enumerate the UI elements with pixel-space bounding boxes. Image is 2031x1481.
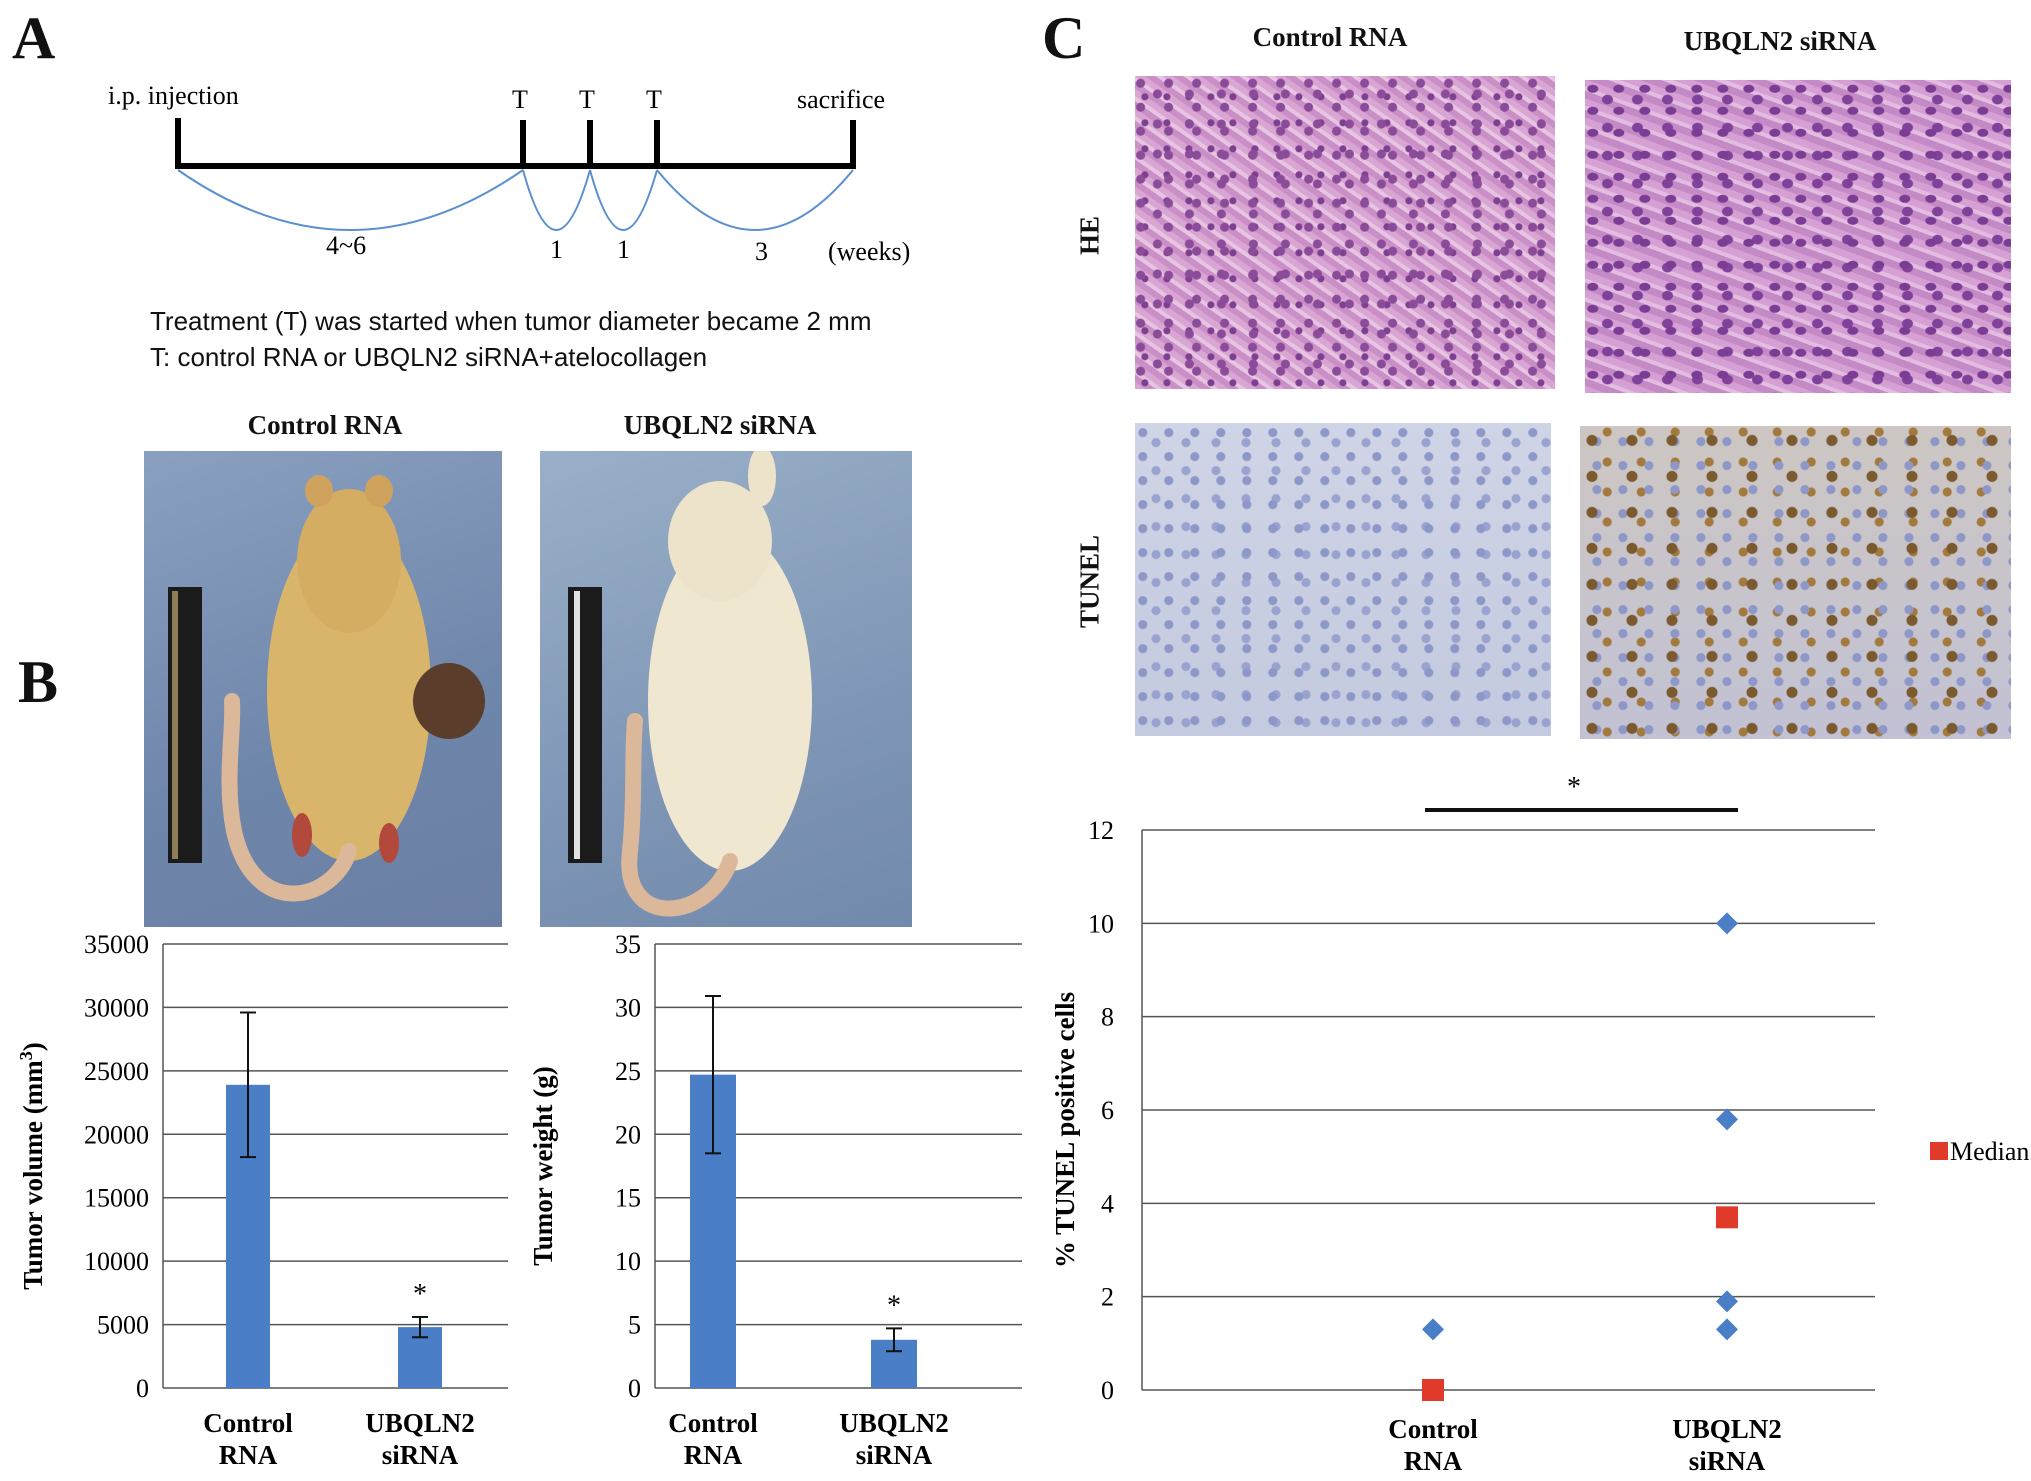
tunel-data-point <box>1422 1318 1444 1341</box>
weight-y-tick-label: 20 <box>615 1120 641 1149</box>
volume-y-axis-label-sup: 3 <box>16 1051 36 1060</box>
sacrifice-label: sacrifice <box>797 85 885 114</box>
interval-label-3: 1 <box>617 235 630 264</box>
weight-y-tick-label: 35 <box>615 930 641 959</box>
tunel-y-tick-label: 4 <box>1101 1189 1114 1218</box>
volume-x-tick-label: siRNA <box>382 1440 459 1470</box>
tunel-data-point <box>1716 912 1738 935</box>
tunel-significance-star: * <box>1567 772 1581 803</box>
interval-label-2: 1 <box>550 235 563 264</box>
interval-arc-4 <box>656 169 854 231</box>
rat-photo-control <box>144 451 502 927</box>
tunel-x-tick-label: UBQLN2 <box>1672 1414 1782 1444</box>
volume-y-tick-label: 20000 <box>84 1120 149 1149</box>
tunel-median-marker <box>1422 1379 1444 1401</box>
he-photo-control <box>1135 76 1555 389</box>
t-label-3: T <box>646 85 662 114</box>
tunel-photo-control <box>1135 423 1551 736</box>
tunel-median-marker <box>1716 1206 1738 1229</box>
weight-x-tick-label: UBQLN2 <box>839 1408 949 1438</box>
weight-y-axis-label: Tumor weight (g) <box>528 1066 558 1266</box>
volume-x-tick-label: Control <box>203 1408 293 1438</box>
photo-c-col-title-sirna: UBQLN2 siRNA <box>1683 26 1877 56</box>
treatment-timeline: i.p. injection T T T sacrifice 4~6 1 1 3… <box>108 81 910 266</box>
interval-label-1: 4~6 <box>326 231 366 260</box>
interval-arc-1 <box>177 169 524 231</box>
weight-y-tick-label: 10 <box>615 1247 641 1276</box>
weeks-unit-label: (weeks) <box>828 237 910 266</box>
rat-control-illustration <box>168 475 485 902</box>
tunel-y-axis-label: % TUNEL positive cells <box>1050 992 1080 1268</box>
panel-a-label: A <box>12 5 56 71</box>
weight-x-tick-label: siRNA <box>856 1440 933 1470</box>
volume-y-tick-label: 15000 <box>84 1184 149 1213</box>
weight-y-tick-label: 25 <box>615 1057 641 1086</box>
weight-significance-star: * <box>887 1290 901 1321</box>
photo-c-col-title-control: Control RNA <box>1252 22 1408 52</box>
tunel-y-tick-label: 10 <box>1088 909 1114 938</box>
tunel-y-tick-label: 12 <box>1088 816 1114 845</box>
weight-x-tick-label: Control <box>668 1408 758 1438</box>
volume-significance-star: * <box>413 1279 427 1310</box>
volume-y-tick-label: 35000 <box>84 930 149 959</box>
tumor-weight-chart: 0 5 10 15 20 25 30 35 Tumor weight (g) ControlRNA… <box>528 930 1022 1470</box>
weight-y-tick-label: 15 <box>615 1184 641 1213</box>
photo-a-right-title: UBQLN2 siRNA <box>623 410 817 440</box>
tunel-y-tick-label: 0 <box>1101 1376 1114 1405</box>
injection-label: i.p. injection <box>108 81 239 110</box>
volume-x-tick-label: RNA <box>219 1440 278 1470</box>
volume-y-tick-label: 30000 <box>84 993 149 1022</box>
volume-x-tick-label: UBQLN2 <box>365 1408 475 1438</box>
panel-b-label: B <box>18 649 59 715</box>
volume-y-axis-label-close: ) <box>18 1042 48 1051</box>
tunel-scatter-chart: 0 2 4 6 8 10 12 % TUNEL positive cells * ControlR… <box>1050 772 2029 1476</box>
tunel-x-tick-label: siRNA <box>1689 1446 1766 1476</box>
volume-y-tick-label: 5000 <box>97 1311 149 1340</box>
tunel-photo-sirna <box>1580 426 2011 739</box>
rat-photo-sirna <box>540 451 912 927</box>
treatment-note-2: T: control RNA or UBQLN2 siRNA+atelocoll… <box>150 342 708 372</box>
t-label-2: T <box>579 85 595 114</box>
interval-arc-3 <box>589 169 658 231</box>
treatment-note-1: Treatment (T) was started when tumor dia… <box>150 306 872 336</box>
tunel-x-tick-label: Control <box>1388 1414 1478 1444</box>
volume-y-tick-label: 25000 <box>84 1057 149 1086</box>
he-photo-sirna <box>1585 80 2011 393</box>
tunel-legend-swatch <box>1930 1142 1948 1160</box>
tunel-y-tick-label: 6 <box>1101 1096 1114 1125</box>
interval-label-4: 3 <box>755 237 768 266</box>
weight-x-tick-label: RNA <box>684 1440 743 1470</box>
photo-a-left-title: Control RNA <box>247 410 403 440</box>
tunel-y-tick-label: 8 <box>1101 1003 1114 1032</box>
volume-y-tick-label: 10000 <box>84 1247 149 1276</box>
interval-arc-2 <box>522 169 591 231</box>
tunel-x-tick-label: RNA <box>1404 1446 1463 1476</box>
tunel-y-tick-label: 2 <box>1101 1283 1114 1312</box>
rat-sirna-illustration <box>568 451 812 917</box>
tunel-data-point <box>1716 1108 1738 1131</box>
t-label-1: T <box>512 85 528 114</box>
tunel-data-point <box>1716 1290 1738 1313</box>
photo-c-row-label-tunel: TUNEL <box>1074 534 1105 629</box>
volume-y-tick-label: 0 <box>136 1374 149 1403</box>
photo-c-row-label-he: HE <box>1074 216 1105 256</box>
tunel-data-point <box>1716 1318 1738 1341</box>
weight-y-tick-label: 5 <box>628 1311 641 1340</box>
volume-y-axis-label: Tumor volume (mm3) <box>16 1042 48 1290</box>
panel-c-label: C <box>1042 5 1086 71</box>
weight-y-tick-label: 30 <box>615 993 641 1022</box>
tumor-volume-chart: 0 5000 10000 15000 20000 25000 30000 35000 Tumor… <box>16 930 508 1470</box>
weight-y-tick-label: 0 <box>628 1374 641 1403</box>
tunel-legend-label: Median <box>1950 1137 2029 1166</box>
